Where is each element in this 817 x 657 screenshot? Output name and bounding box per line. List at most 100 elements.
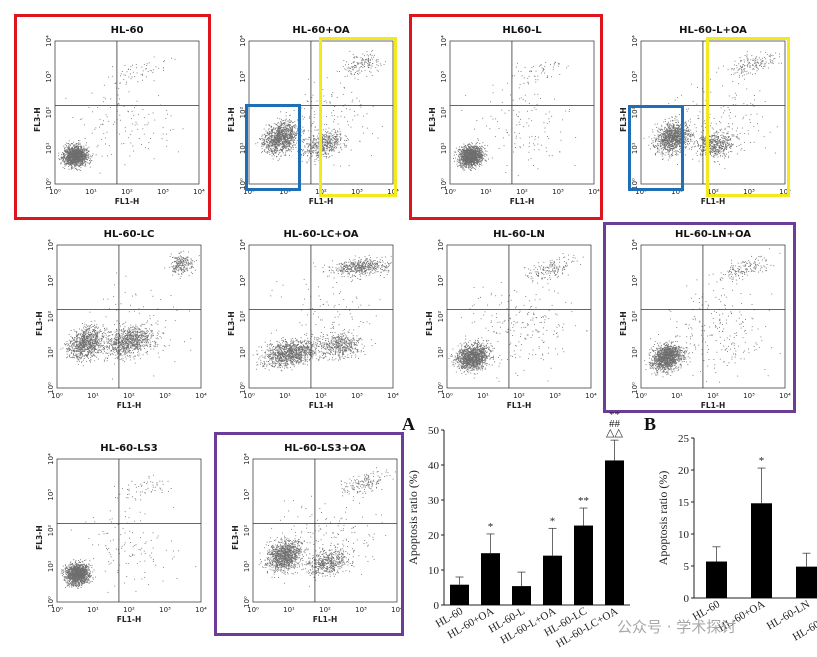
significance-marker: ** <box>578 495 589 507</box>
flow-panel-title: HL-60-LS3+OA <box>284 443 366 454</box>
bar <box>481 553 500 605</box>
x-tick-label: 10¹ <box>477 392 489 400</box>
y-tick-label: 10⁰ <box>440 178 448 190</box>
x-axis-label: FL1-H <box>309 401 334 410</box>
x-tick-label: 10² <box>516 188 528 196</box>
x-tick-label: 10⁴ <box>193 188 205 196</box>
y-tick-label: 10⁰ <box>47 382 55 394</box>
y-tick-label: 20 <box>678 465 690 477</box>
flow-panel-title: HL-60-LC+OA <box>283 229 358 240</box>
y-axis-title: Apoptosis ratio (%) <box>406 470 420 565</box>
x-tick-label: 10⁴ <box>195 606 207 614</box>
x-tick-label: 10⁰ <box>441 392 453 400</box>
x-tick-label: 10⁰ <box>635 392 647 400</box>
y-tick-label: 10⁴ <box>239 239 247 251</box>
x-tick-label: 10¹ <box>671 392 683 400</box>
x-tick-label: 10³ <box>351 188 363 196</box>
y-axis-label: FL3-H <box>231 525 240 550</box>
x-tick-label: 10⁰ <box>635 188 647 196</box>
y-tick-label: 10² <box>437 310 445 322</box>
y-tick-label: 10¹ <box>239 142 247 154</box>
x-tick-label: 10⁴ <box>195 392 207 400</box>
x-tick-label: 10⁴ <box>391 606 403 614</box>
y-axis-label: FL3-H <box>33 107 42 132</box>
significance-marker: ## <box>609 418 621 430</box>
panel-letter: B <box>644 414 656 434</box>
x-tick-label: 10¹ <box>85 188 97 196</box>
y-tick-label: 10³ <box>239 275 247 287</box>
y-tick-label: 0 <box>434 600 440 612</box>
x-tick-label: 10³ <box>549 392 561 400</box>
y-tick-label: 10¹ <box>47 560 55 572</box>
flow-panel-title: HL-60-LC <box>104 229 155 240</box>
significance-marker: * <box>488 521 494 533</box>
y-tick-label: 10⁰ <box>243 596 251 608</box>
bar <box>751 503 772 598</box>
flow-panel: HL-60+OA 10⁰ 10⁰ 10¹ 10¹ 10² 10² 10³ 10³ 10⁴ 10⁴ FL… <box>212 18 402 218</box>
y-tick-label: 10 <box>678 529 690 541</box>
y-tick-label: 0 <box>684 593 690 605</box>
y-tick-label: 10² <box>47 310 55 322</box>
y-tick-label: 10¹ <box>239 346 247 358</box>
panel-letter: A <box>402 414 415 434</box>
y-tick-label: 10² <box>631 310 639 322</box>
x-tick-label: 10³ <box>552 188 564 196</box>
x-tick-label: 10⁴ <box>779 392 791 400</box>
flow-panel: HL-60-LN 10⁰ 10⁰ 10¹ 10¹ 10² 10² 10³ 10³ 10⁴ 10⁴ FL… <box>410 222 600 422</box>
flow-panel: HL-60-LN+OA 10⁰ 10⁰ 10¹ 10¹ 10² 10² 10³ 10³ 10⁴ 10… <box>604 222 794 422</box>
y-axis-label: FL3-H <box>619 311 628 336</box>
flow-panel: HL-60-LC 10⁰ 10⁰ 10¹ 10¹ 10² 10² 10³ 10³ 10⁴ 10⁴ FL… <box>20 222 210 422</box>
x-tick-label: 10¹ <box>480 188 492 196</box>
flow-plot-area <box>446 244 592 389</box>
x-tick-label: 10³ <box>159 606 171 614</box>
x-tick-label: 10³ <box>743 392 755 400</box>
x-tick-label: 10² <box>315 188 327 196</box>
flow-scatter-points <box>252 255 392 372</box>
flow-panel-title: HL-60-LN <box>493 229 545 240</box>
watermark: 公众号 · 学术探讨 <box>617 618 737 636</box>
y-axis-label: FL3-H <box>227 107 236 132</box>
flow-panel-title: HL-60+OA <box>292 25 349 36</box>
y-tick-label: 10¹ <box>243 560 251 572</box>
y-tick-label: 10³ <box>47 489 55 501</box>
y-tick-label: 10⁴ <box>631 239 639 251</box>
bar <box>605 460 624 605</box>
y-tick-label: 25 <box>678 433 690 445</box>
significance-marker: △△ <box>606 427 623 439</box>
y-tick-label: 15 <box>678 497 690 509</box>
flow-plot-area <box>248 244 394 389</box>
y-tick-label: 10³ <box>45 71 53 83</box>
x-tick-label: 10⁰ <box>49 188 61 196</box>
flow-panel: HL-60-LS3 10⁰ 10⁰ 10¹ 10¹ 10² 10² 10³ 10³ 10⁴ 10⁴ F… <box>20 436 210 636</box>
flow-scatter-points <box>644 248 781 383</box>
x-axis-label: FL1-H <box>701 401 726 410</box>
x-tick-label: 10⁰ <box>51 392 63 400</box>
y-tick-label: 10 <box>428 565 440 577</box>
y-axis-label: FL3-H <box>425 311 434 336</box>
y-tick-label: 50 <box>428 425 440 437</box>
x-tick-label: 10⁰ <box>243 392 255 400</box>
y-axis-label: FL3-H <box>227 311 236 336</box>
y-tick-label: 10³ <box>631 275 639 287</box>
y-tick-label: 10¹ <box>440 142 448 154</box>
flow-panel: HL60-L 10⁰ 10⁰ 10¹ 10¹ 10² 10² 10³ 10³ 10⁴ 10⁴ FL1-… <box>413 18 603 218</box>
x-axis-label: FL1-H <box>510 197 535 206</box>
y-tick-label: 10¹ <box>45 142 53 154</box>
x-tick-label: 10² <box>121 188 133 196</box>
y-tick-label: 10² <box>440 106 448 118</box>
x-axis-label: FL1-H <box>701 197 726 206</box>
bar <box>450 584 469 605</box>
y-tick-label: 40 <box>428 460 440 472</box>
flow-panel-title: HL-60-L+OA <box>679 25 747 36</box>
y-tick-label: 10⁰ <box>239 178 247 190</box>
y-tick-label: 10⁰ <box>47 596 55 608</box>
x-tick-label: 10⁴ <box>387 188 399 196</box>
x-axis-label: FL1-H <box>117 615 142 624</box>
y-axis-title: Apoptosis ratio (%) <box>656 471 670 566</box>
x-tick-label: 10¹ <box>671 188 683 196</box>
x-tick-label: 10¹ <box>279 392 291 400</box>
y-tick-label: 10¹ <box>631 142 639 154</box>
